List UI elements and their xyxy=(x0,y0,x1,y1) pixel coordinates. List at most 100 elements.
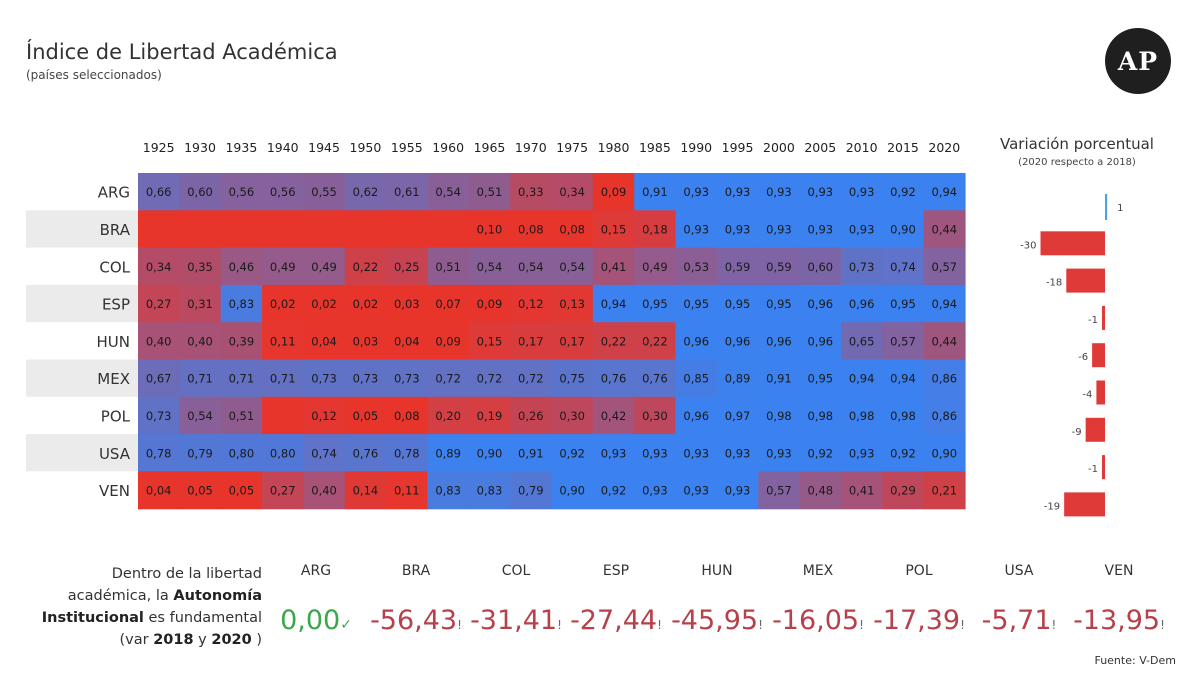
cell-value: 0,56 xyxy=(229,185,255,199)
heatmap-cell xyxy=(882,434,925,472)
year-header: 1950 xyxy=(350,140,382,155)
heatmap-cell xyxy=(592,210,635,249)
heatmap-cell xyxy=(468,173,511,211)
country-label: COL xyxy=(99,258,130,276)
variation-bar xyxy=(1066,268,1105,293)
heatmap-cell xyxy=(799,396,842,435)
autonomy-line4-prefix: (var xyxy=(119,632,149,648)
heatmap-cell xyxy=(510,359,553,398)
heatmap-cell xyxy=(468,210,511,249)
heatmap-cell xyxy=(138,247,180,286)
heatmap-cell xyxy=(427,396,470,435)
heatmap-cell xyxy=(799,173,842,211)
cell-value: 0,74 xyxy=(311,446,337,460)
heatmap-cell xyxy=(840,247,883,286)
heatmap-cell xyxy=(758,210,801,249)
heatmap-cell xyxy=(220,322,263,361)
cell-value: 0,94 xyxy=(932,297,958,311)
cell-value: 0,04 xyxy=(394,334,420,348)
heatmap-cell xyxy=(220,284,263,323)
cell-value: 0,76 xyxy=(601,372,627,386)
heatmap-cell xyxy=(344,434,387,472)
heatmap-cell xyxy=(220,434,263,472)
cell-value: 0,90 xyxy=(477,446,503,460)
year-header: 1970 xyxy=(515,140,547,155)
heatmap-cell xyxy=(675,173,718,211)
heatmap-cell xyxy=(220,471,263,510)
heatmap-cell xyxy=(592,247,635,286)
cell-value: 0,61 xyxy=(394,185,420,199)
heatmap-cell xyxy=(262,284,304,323)
variation-bar xyxy=(1102,305,1105,330)
variation-label: -19 xyxy=(1044,501,1060,512)
chart-title: Índice de Libertad Académica xyxy=(26,40,338,64)
heatmap-cell xyxy=(303,173,346,211)
cell-value: 0,02 xyxy=(270,297,296,311)
cell-value: 0,93 xyxy=(601,446,627,460)
cell-value: 0,54 xyxy=(477,260,503,274)
cell-value: 0,40 xyxy=(187,334,213,348)
source-note: Fuente: V-Dem xyxy=(1094,654,1176,667)
year-header: 2020 xyxy=(928,140,960,155)
year-header: 1960 xyxy=(432,140,464,155)
cell-value: 0,86 xyxy=(932,409,958,423)
cell-value: 0,49 xyxy=(270,260,296,274)
cell-value: 0,66 xyxy=(146,185,172,199)
cell-value: 0,91 xyxy=(766,372,792,386)
cell-value: 0,93 xyxy=(807,185,833,199)
cell-value: 0,72 xyxy=(477,372,503,386)
cell-value: 0,15 xyxy=(477,334,503,348)
cell-value: 0,03 xyxy=(353,334,379,348)
heatmap-cell xyxy=(468,396,511,435)
cell-value: 0,86 xyxy=(932,372,958,386)
heatmap-cell xyxy=(179,359,222,398)
cell-value: 0,17 xyxy=(518,334,544,348)
heatmap-cell xyxy=(427,359,470,398)
heatmap-cell xyxy=(592,284,635,323)
kpi-ven: VEN -13,95! xyxy=(1069,563,1169,653)
year-header: 2010 xyxy=(846,140,878,155)
cell-value: 0,89 xyxy=(435,446,461,460)
kpi-arg: ARG 0,00✓ xyxy=(266,563,366,653)
cell-value: 0,14 xyxy=(353,484,379,498)
cell-value: 0,96 xyxy=(849,297,875,311)
cell-value: 0,92 xyxy=(807,446,833,460)
autonomy-description: Dentro de la libertad académica, la Auto… xyxy=(20,563,262,651)
cell-value: 0,13 xyxy=(559,297,585,311)
heatmap-cell xyxy=(882,359,925,398)
cell-value: 0,98 xyxy=(849,409,875,423)
cell-value: 0,31 xyxy=(187,297,213,311)
cell-value: 0,12 xyxy=(311,409,337,423)
cell-value: 0,96 xyxy=(807,297,833,311)
cell-value: 0,17 xyxy=(559,334,585,348)
heatmap-cell xyxy=(551,359,594,398)
heatmap-cell xyxy=(179,210,222,249)
heatmap-cell xyxy=(799,247,842,286)
heatmap-cell xyxy=(551,284,594,323)
cell-value: 0,93 xyxy=(807,222,833,236)
kpi-number: -13,95 xyxy=(1073,605,1161,636)
heatmap-cell xyxy=(386,247,429,286)
heatmap-cell xyxy=(262,173,304,211)
cell-value: 0,71 xyxy=(229,372,255,386)
country-label: HUN xyxy=(97,333,130,351)
ap-logo: AP xyxy=(1105,28,1171,94)
heatmap-cell xyxy=(758,322,801,361)
year-header: 1990 xyxy=(680,140,712,155)
alert-icon: ! xyxy=(758,618,763,632)
kpi-country: USA xyxy=(1004,563,1034,579)
institucional-bold-word: Institucional xyxy=(41,610,144,626)
heatmap-cell xyxy=(799,359,842,398)
heatmap-cell xyxy=(634,471,677,510)
heatmap-cell xyxy=(758,247,801,286)
heatmap-cell xyxy=(882,284,925,323)
cell-value: 0,60 xyxy=(187,185,213,199)
heatmap-cell xyxy=(758,471,801,510)
cell-value: 0,54 xyxy=(187,409,213,423)
heatmap-cell xyxy=(551,173,594,211)
heatmap-cell xyxy=(220,173,263,211)
heatmap-cell xyxy=(675,471,718,510)
heatmap-cell xyxy=(675,322,718,361)
kpi-number: -56,43 xyxy=(370,605,458,636)
cell-value: 0,95 xyxy=(725,297,751,311)
